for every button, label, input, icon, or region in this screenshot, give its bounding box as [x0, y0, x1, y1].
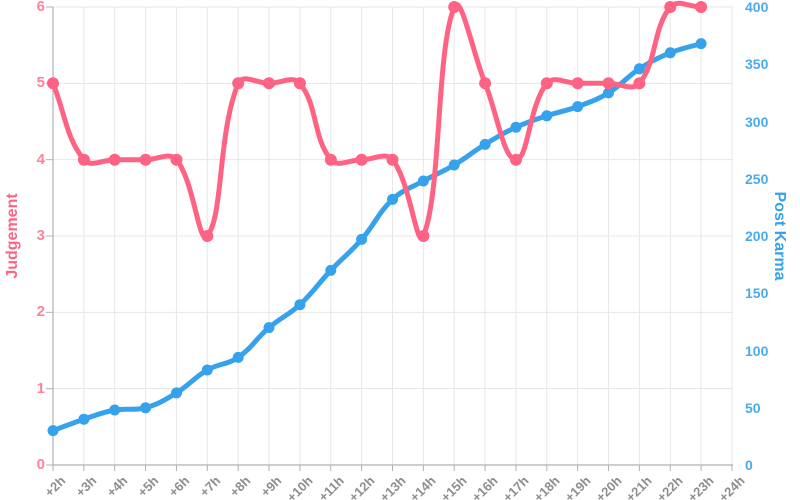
post-karma-data-point[interactable]	[263, 322, 275, 334]
y-axis-left-tick-label: 0	[36, 456, 45, 473]
y-axis-right-tick-label: 200	[745, 228, 769, 244]
post-karma-data-point[interactable]	[510, 121, 522, 133]
post-karma-data-point[interactable]	[448, 159, 460, 171]
judgement-data-point[interactable]	[263, 77, 275, 90]
judgement-line[interactable]	[50, 0, 704, 241]
post-karma-data-point[interactable]	[47, 425, 59, 437]
y-axis-left-tick-label: 5	[36, 74, 45, 92]
judgement-data-point[interactable]	[417, 230, 430, 242]
judgement-data-point[interactable]	[479, 77, 492, 90]
post-karma-data-point[interactable]	[201, 364, 213, 376]
judgement-data-point[interactable]	[448, 1, 461, 13]
judgement-data-point[interactable]	[386, 153, 399, 166]
post-karma-data-point[interactable]	[417, 175, 429, 187]
y-axis-right-tick-label: 350	[745, 56, 769, 73]
post-karma-data-point[interactable]	[232, 351, 244, 363]
y-axis-left-tick-label: 4	[36, 150, 45, 168]
y-axis-left-tick-label: 2	[36, 303, 45, 321]
post-karma-data-point[interactable]	[109, 404, 121, 416]
y-axis-right-tick-label: 0	[745, 457, 753, 473]
judgement-data-point[interactable]	[540, 77, 553, 90]
y-axis-right-tick-label: 150	[745, 285, 769, 302]
judgement-data-point[interactable]	[510, 153, 522, 166]
judgement-data-point[interactable]	[571, 77, 584, 90]
y-axis-left-tick-label: 6	[36, 0, 45, 15]
post-karma-data-point[interactable]	[78, 413, 90, 425]
judgement-data-point[interactable]	[602, 77, 615, 90]
judgement-data-point[interactable]	[108, 153, 121, 166]
judgement-data-point[interactable]	[355, 153, 368, 166]
y-axis-left-tick-label: 3	[36, 227, 45, 244]
post-karma-data-point[interactable]	[664, 47, 676, 59]
judgement-data-point[interactable]	[77, 153, 90, 166]
post-karma-data-point[interactable]	[541, 110, 553, 122]
y-axis-right-tick-label: 300	[745, 113, 769, 130]
post-karma-data-point[interactable]	[325, 264, 337, 276]
judgement-data-point[interactable]	[232, 77, 245, 90]
post-karma-data-point[interactable]	[572, 101, 584, 113]
post-karma-data-point[interactable]	[603, 87, 614, 99]
post-karma-data-point[interactable]	[387, 193, 398, 205]
judgement-data-point[interactable]	[47, 77, 59, 90]
judgement-data-point[interactable]	[293, 77, 306, 90]
judgement-data-point[interactable]	[170, 153, 183, 166]
judgement-data-point[interactable]	[664, 1, 677, 13]
judgement-data-point[interactable]	[139, 153, 152, 166]
y-axis-right-tick-label: 100	[745, 342, 769, 359]
post-karma-data-point[interactable]	[171, 387, 182, 399]
judgement-data-point[interactable]	[201, 230, 214, 242]
judgement-data-point[interactable]	[633, 77, 646, 90]
post-karma-data-point[interactable]	[633, 63, 645, 75]
y-axis-right-tick-label: 250	[745, 170, 769, 187]
post-karma-data-point[interactable]	[695, 38, 707, 50]
post-karma-data-point[interactable]	[479, 138, 491, 150]
judgement-data-point[interactable]	[324, 153, 337, 166]
post-karma-data-point[interactable]	[140, 402, 152, 414]
post-karma-line[interactable]	[50, 41, 704, 434]
judgement-data-point[interactable]	[695, 1, 708, 13]
y-axis-right-tick-label: 400	[745, 0, 769, 15]
post-karma-data-point[interactable]	[294, 299, 306, 311]
y-axis-left-tick-label: 1	[36, 379, 45, 397]
y-axis-right-tick-label: 50	[745, 399, 761, 416]
post-karma-data-point[interactable]	[356, 233, 368, 245]
